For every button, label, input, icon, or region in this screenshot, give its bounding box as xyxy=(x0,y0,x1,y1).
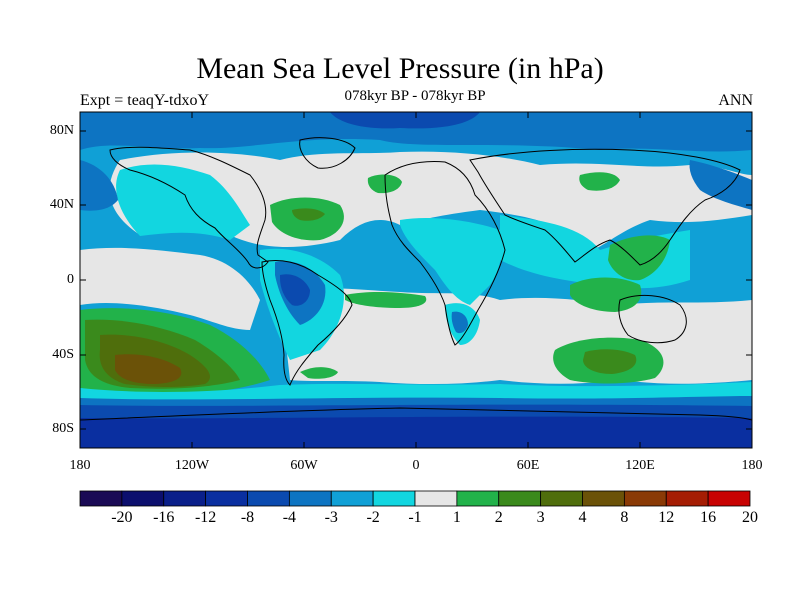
experiment-label: Expt = teaqY-tdxoY xyxy=(80,92,209,109)
colorbar-swatch-15 xyxy=(707,490,751,507)
field-south-neutral xyxy=(80,247,260,330)
period-label: 078kyr BP - 078kyr BP xyxy=(344,88,486,104)
field-sindian-darkgreen xyxy=(583,349,637,374)
x-label-0: 0 xyxy=(412,458,420,473)
field-npacific-blue xyxy=(80,160,118,211)
y-label-0: 0 xyxy=(67,272,74,287)
field-maritime-green xyxy=(608,235,670,281)
field-arctic-deep xyxy=(80,112,752,152)
colorbar-label-15: 20 xyxy=(742,509,758,526)
colorbar-swatch-3 xyxy=(205,490,248,507)
y-label-40s: 40S xyxy=(52,347,74,362)
field-africa-blue xyxy=(451,311,468,334)
x-label-60w: 60W xyxy=(290,458,318,473)
field-patagonia-green xyxy=(300,367,338,379)
chart-title: Mean Sea Level Pressure (in hPa) xyxy=(196,52,604,85)
y-label-40n: 40N xyxy=(49,197,74,212)
colorbar-swatch-8 xyxy=(414,490,458,507)
coastlines xyxy=(80,137,752,421)
x-label-120w: 120W xyxy=(174,458,210,473)
colorbar-label-2: -12 xyxy=(194,509,217,526)
colorbar-swatch-1 xyxy=(121,490,165,507)
x-label-60e: 60E xyxy=(516,458,540,473)
field-arctic-darkest xyxy=(330,112,480,129)
colorbar-label-0: -20 xyxy=(111,509,133,526)
field-indian-green xyxy=(570,277,642,312)
axis-ticks xyxy=(80,112,752,448)
x-label-180e: 180 xyxy=(741,458,763,473)
colorbar-swatch-4 xyxy=(247,490,290,507)
colorbar-label-5: -3 xyxy=(324,509,338,526)
colorbar-swatch-11 xyxy=(540,490,583,507)
field-npacific-darkgreen xyxy=(292,208,325,221)
x-label-120e: 120E xyxy=(625,458,655,473)
field-pacific-brown xyxy=(115,354,182,384)
colorbar-label-11: 4 xyxy=(578,509,587,526)
field-npacific-blue-2 xyxy=(689,160,752,210)
season-label: ANN xyxy=(718,92,753,109)
colorbar-swatch-2 xyxy=(163,490,207,507)
field-asia-green xyxy=(579,172,620,191)
colorbar-label-3: -8 xyxy=(240,509,255,526)
coast-australia xyxy=(618,295,687,344)
colorbar-label-4: -4 xyxy=(282,509,297,526)
colorbar-swatch-0 xyxy=(79,490,123,507)
coast-north-america xyxy=(109,146,269,269)
colorbar-swatch-14 xyxy=(665,490,709,507)
x-label-180w: 180 xyxy=(69,458,91,473)
field-antarctic-darkest xyxy=(80,416,752,448)
field-samerica-deep xyxy=(280,274,310,306)
coast-europe-africa xyxy=(384,161,506,346)
y-label-80s: 80S xyxy=(52,421,74,436)
colorbar-label-1: -16 xyxy=(153,509,175,526)
coast-greenland xyxy=(299,137,356,169)
coast-south-america xyxy=(261,260,353,386)
map-field xyxy=(80,112,752,448)
field-africa-cyan xyxy=(400,218,502,305)
coast-asia xyxy=(469,148,741,266)
colorbar-swatch-9 xyxy=(456,490,500,507)
colorbar-label-7: -1 xyxy=(408,509,422,526)
colorbar xyxy=(79,490,751,507)
colorbar-swatch-5 xyxy=(288,490,332,507)
coast-antarctica xyxy=(80,407,752,421)
colorbar-label-13: 12 xyxy=(658,509,675,526)
colorbar-swatch-12 xyxy=(582,490,625,507)
colorbar-swatch-6 xyxy=(330,490,374,507)
colorbar-label-14: 16 xyxy=(700,509,717,526)
colorbar-label-10: 3 xyxy=(536,509,545,526)
colorbar-swatch-7 xyxy=(372,490,416,507)
colorbar-swatch-13 xyxy=(623,490,667,507)
colorbar-label-12: 8 xyxy=(620,509,629,526)
field-north-cyan xyxy=(116,164,250,240)
field-southern-cyan xyxy=(80,382,752,402)
colorbar-label-6: -2 xyxy=(366,509,380,526)
y-label-80n: 80N xyxy=(49,123,74,138)
field-satlantic-green xyxy=(345,292,427,308)
colorbar-label-8: 1 xyxy=(452,509,461,526)
colorbar-swatch-10 xyxy=(498,490,542,507)
colorbar-label-9: 2 xyxy=(494,509,503,526)
